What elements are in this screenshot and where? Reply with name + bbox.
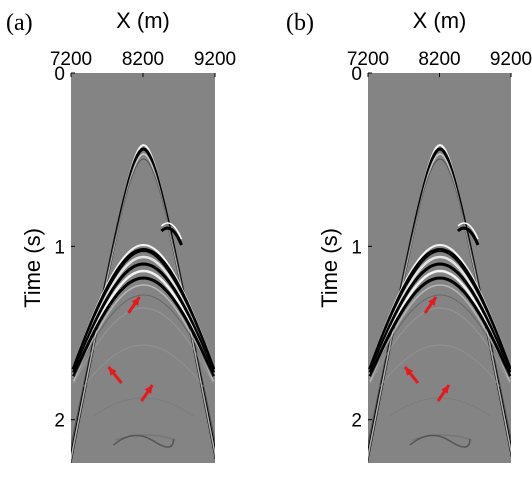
seismic-event: [71, 153, 215, 463]
x-axis-label: X (m): [413, 8, 467, 33]
arrow-head: [405, 367, 414, 376]
seismic-event: [368, 153, 511, 460]
seismic-event: [379, 344, 501, 387]
seismic-event: [72, 284, 215, 382]
seismic-event: [71, 247, 215, 371]
y-tick-label: 2: [54, 411, 65, 432]
panel: 7200 8200 9200 0 1 2 X (m) Time (s) (a): [6, 8, 236, 463]
x-axis-label: X (m): [116, 8, 170, 33]
x-tick-label: 7200: [347, 49, 389, 70]
seismic-event: [72, 262, 215, 374]
seismic-event: [369, 284, 511, 382]
seismic-image: [71, 73, 215, 463]
seismic-event: [456, 226, 480, 246]
y-axis-label: Time (s): [20, 228, 45, 308]
panel-label: (b): [286, 10, 314, 36]
seismic-event: [83, 344, 204, 387]
x-tick-label: 9200: [490, 49, 532, 70]
arrow-head: [441, 385, 449, 394]
arrow-head: [144, 385, 153, 394]
seismic-event: [113, 434, 175, 448]
y-tick-label: 2: [351, 411, 362, 432]
arrow-head: [108, 367, 117, 376]
events: [368, 143, 511, 463]
seismic-event: [71, 158, 215, 449]
seismic-event: [368, 262, 511, 374]
panel-label: (a): [6, 10, 33, 36]
x-tick-label: 9200: [194, 49, 236, 70]
seismic-event: [73, 307, 214, 384]
y-tick-label: 0: [54, 64, 65, 85]
y-tick-label: 0: [351, 64, 362, 85]
seismic-event: [368, 247, 511, 371]
panel: 7200 8200 9200 0 1 2 X (m) Time (s) (b): [286, 8, 532, 463]
y-tick-label: 1: [54, 237, 65, 258]
seismic-event: [457, 222, 479, 240]
arrow-head: [131, 297, 140, 306]
y-axis-label: Time (s): [317, 228, 342, 308]
x-tick-label: 8200: [122, 49, 164, 70]
seismic-event: [73, 294, 214, 379]
arrow-head: [428, 297, 436, 306]
seismic-event: [368, 276, 511, 378]
y-tick-label: 1: [351, 237, 362, 258]
seismic-event: [160, 226, 183, 246]
seismic-event: [160, 222, 183, 240]
seismic-event: [368, 158, 511, 446]
x-tick-label: 8200: [418, 49, 460, 70]
seismic-event: [409, 434, 471, 448]
seismic-event: [72, 276, 215, 378]
events: [71, 143, 215, 463]
seismic-event: [369, 307, 511, 384]
seismic-image: [368, 73, 511, 463]
x-tick-label: 7200: [50, 49, 92, 70]
seismic-event: [369, 294, 511, 379]
